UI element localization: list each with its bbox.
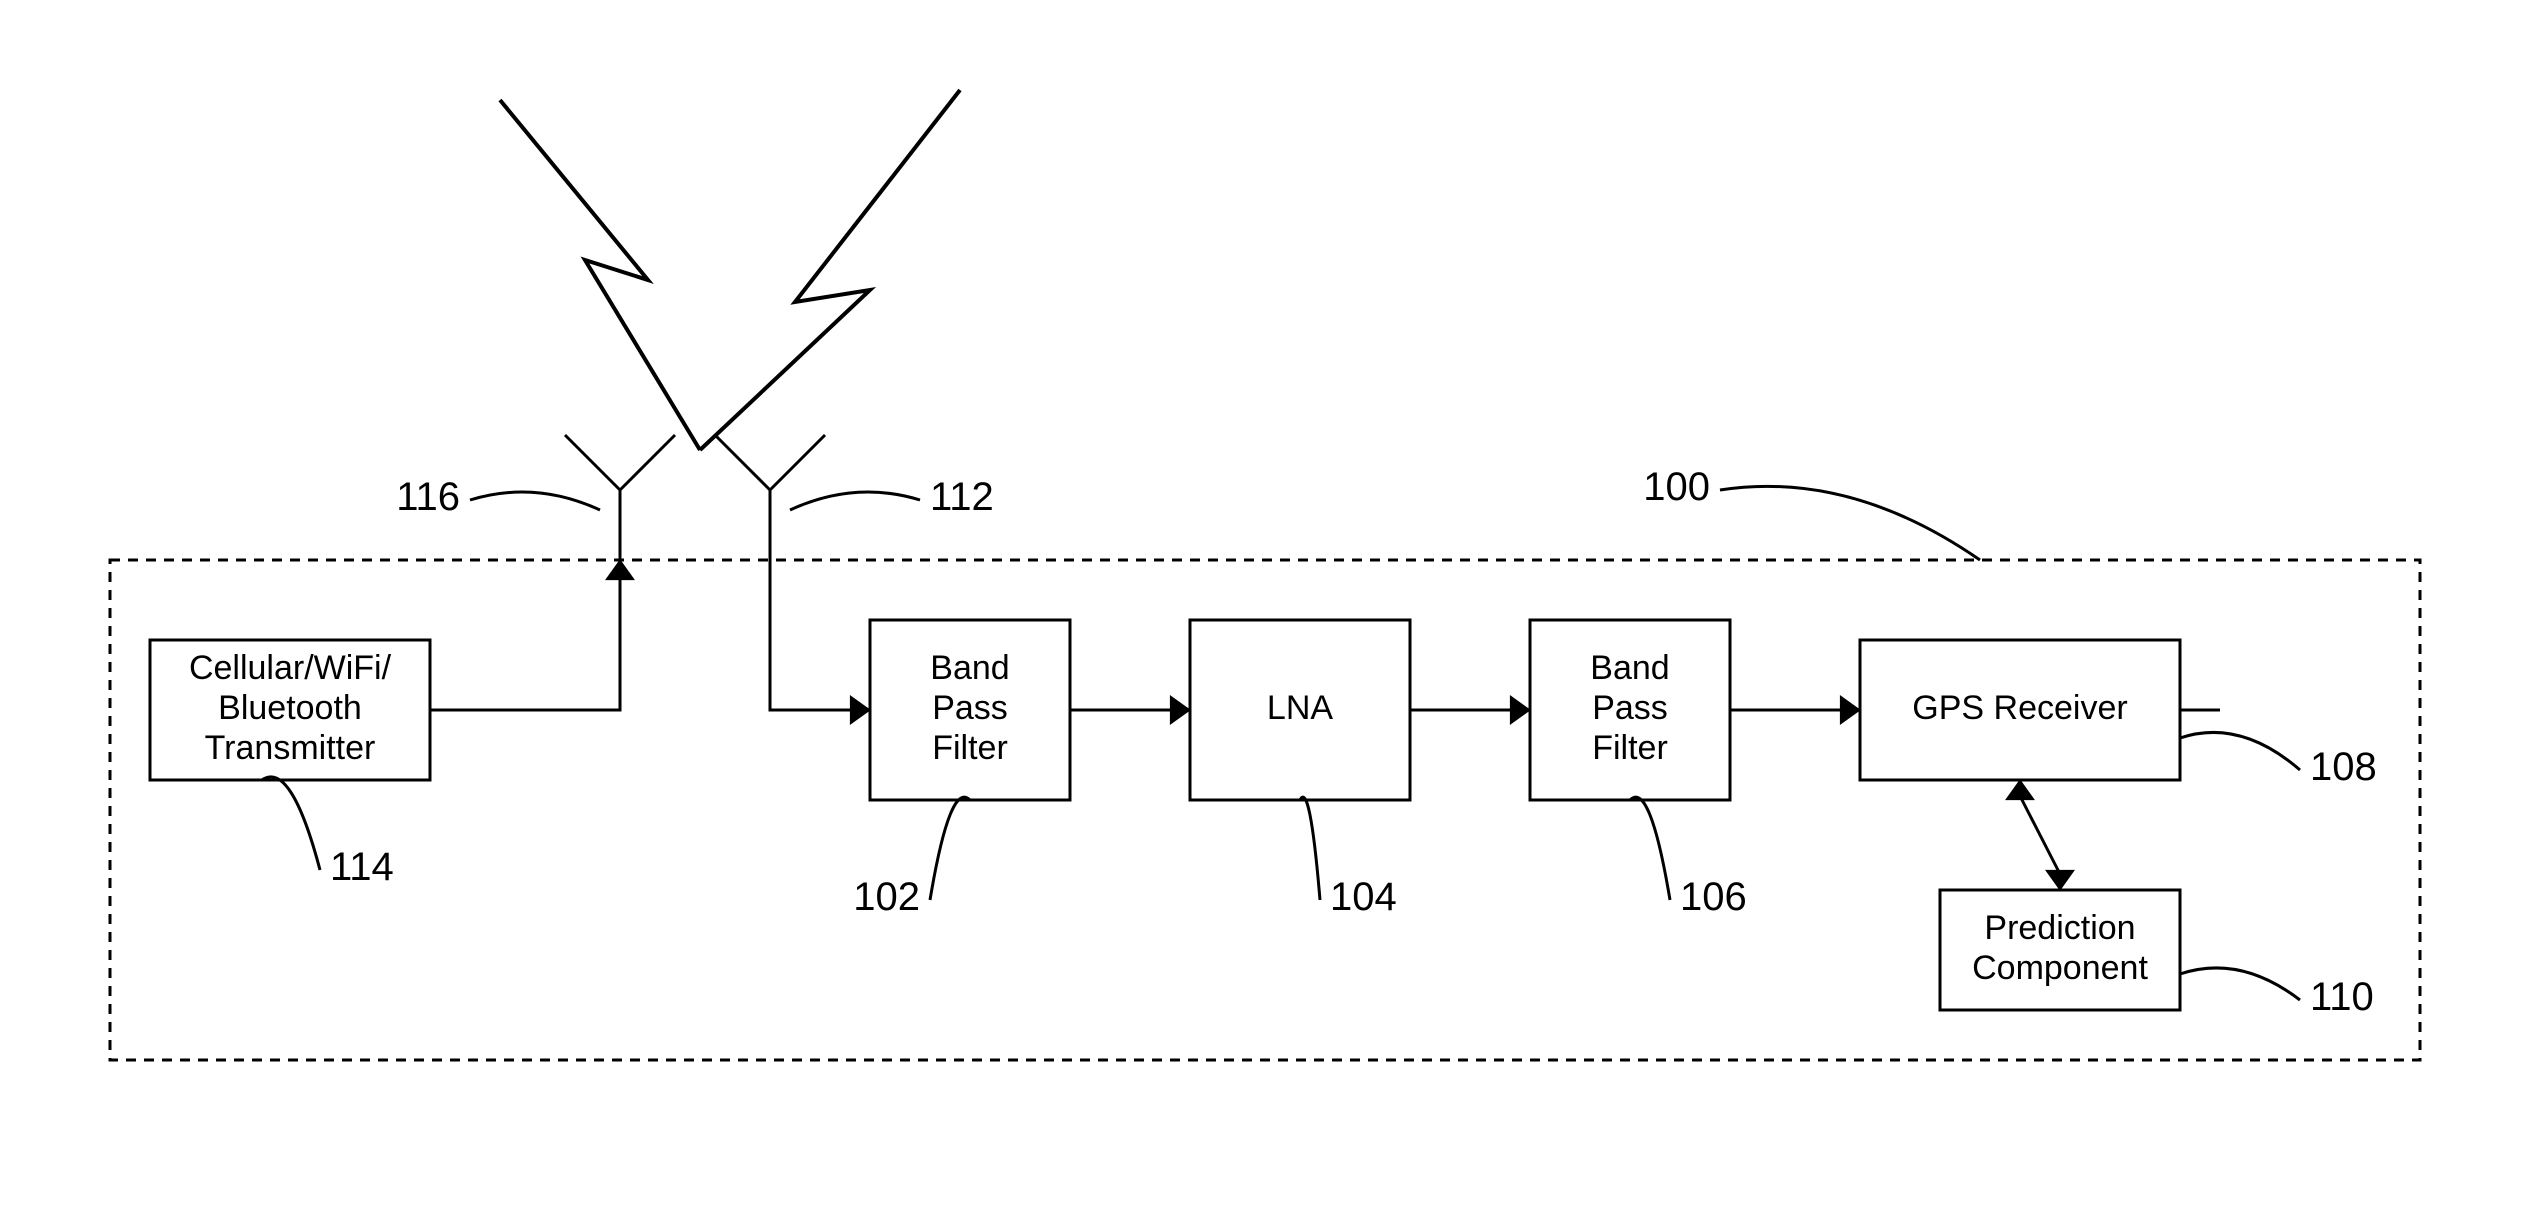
svg-text:Prediction: Prediction	[1984, 909, 2135, 947]
svg-text:Band: Band	[930, 649, 1009, 687]
svg-text:108: 108	[2310, 745, 2377, 789]
svg-text:116: 116	[396, 475, 460, 519]
svg-text:Band: Band	[1590, 649, 1669, 687]
bolt-left	[500, 100, 700, 450]
bolt-right	[700, 90, 960, 450]
svg-text:Transmitter: Transmitter	[205, 729, 376, 767]
svg-text:GPS Receiver: GPS Receiver	[1912, 689, 2127, 727]
svg-text:104: 104	[1330, 875, 1397, 919]
svg-text:Filter: Filter	[932, 729, 1008, 767]
svg-text:Component: Component	[1972, 949, 2148, 987]
svg-text:Filter: Filter	[1592, 729, 1668, 767]
svg-text:106: 106	[1680, 875, 1747, 919]
svg-text:Pass: Pass	[1592, 689, 1668, 727]
svg-text:110: 110	[2310, 975, 2374, 1019]
svg-text:114: 114	[330, 845, 394, 889]
svg-text:LNA: LNA	[1267, 689, 1333, 727]
svg-text:112: 112	[930, 475, 994, 519]
svg-text:Cellular/WiFi/: Cellular/WiFi/	[189, 649, 392, 687]
svg-text:Pass: Pass	[932, 689, 1008, 727]
svg-text:102: 102	[853, 875, 920, 919]
svg-text:100: 100	[1643, 465, 1710, 509]
svg-text:Bluetooth: Bluetooth	[218, 689, 362, 727]
